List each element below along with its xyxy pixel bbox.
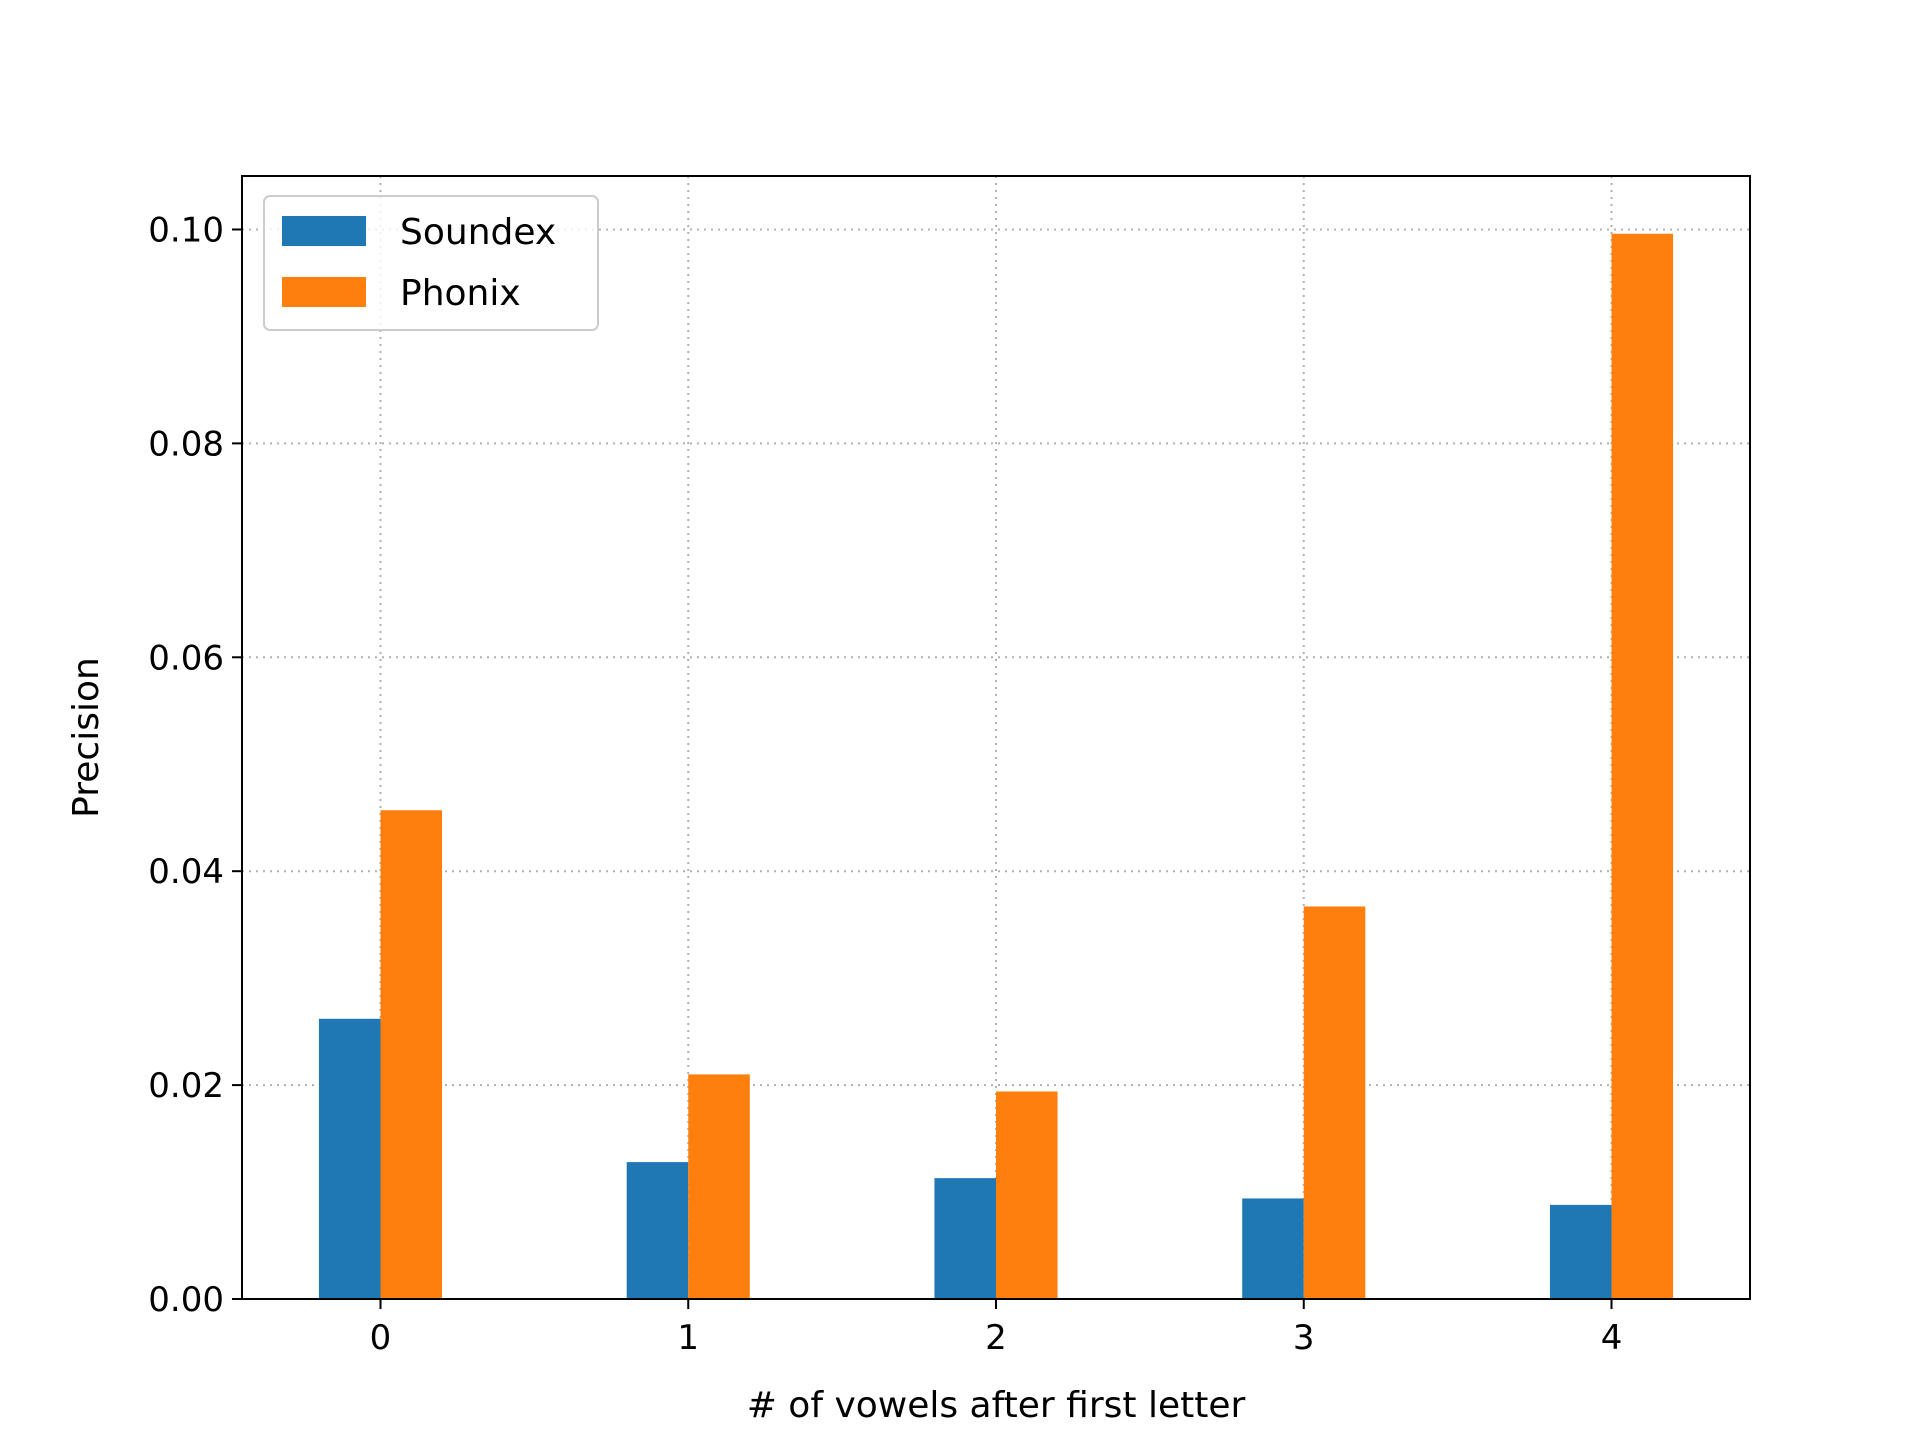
bar-phonix-2 [996,1091,1058,1299]
y-tick-label: 0.06 [148,638,224,678]
x-tick-label: 2 [985,1318,1007,1358]
bar-phonix-1 [688,1074,750,1299]
bar-soundex-0 [318,1018,381,1299]
ticks: 0 1 2 3 4 0.00 0.02 0.04 0.06 0.08 0.10 [148,210,1622,1358]
legend-label-phonix: Phonix [400,273,521,314]
bar-soundex-2 [934,1178,996,1299]
legend: Soundex Phonix [263,195,599,331]
y-axis-label: Precision [66,657,107,818]
bar-phonix-0 [380,810,443,1299]
y-tick-label: 0.00 [148,1280,224,1320]
y-tick-label: 0.10 [148,210,224,250]
bar-phonix-4 [1611,233,1674,1300]
y-tick-label: 0.02 [148,1066,224,1106]
legend-swatch-soundex [282,216,366,246]
x-axis-label: # of vowels after first letter [747,1385,1246,1426]
legend-label-soundex: Soundex [400,212,556,253]
bar-phonix-3 [1303,906,1366,1299]
x-tick-label: 4 [1601,1318,1623,1358]
bar-soundex-3 [1242,1198,1304,1299]
y-tick-label: 0.04 [148,852,224,892]
x-tick-label: 3 [1293,1318,1315,1358]
bar-soundex-1 [626,1162,689,1299]
x-tick-label: 1 [677,1318,699,1358]
x-tick-label: 0 [370,1318,392,1358]
bar-soundex-4 [1549,1204,1612,1299]
y-tick-label: 0.08 [148,424,224,464]
legend-swatch-phonix [282,277,366,307]
bars [318,233,1674,1300]
